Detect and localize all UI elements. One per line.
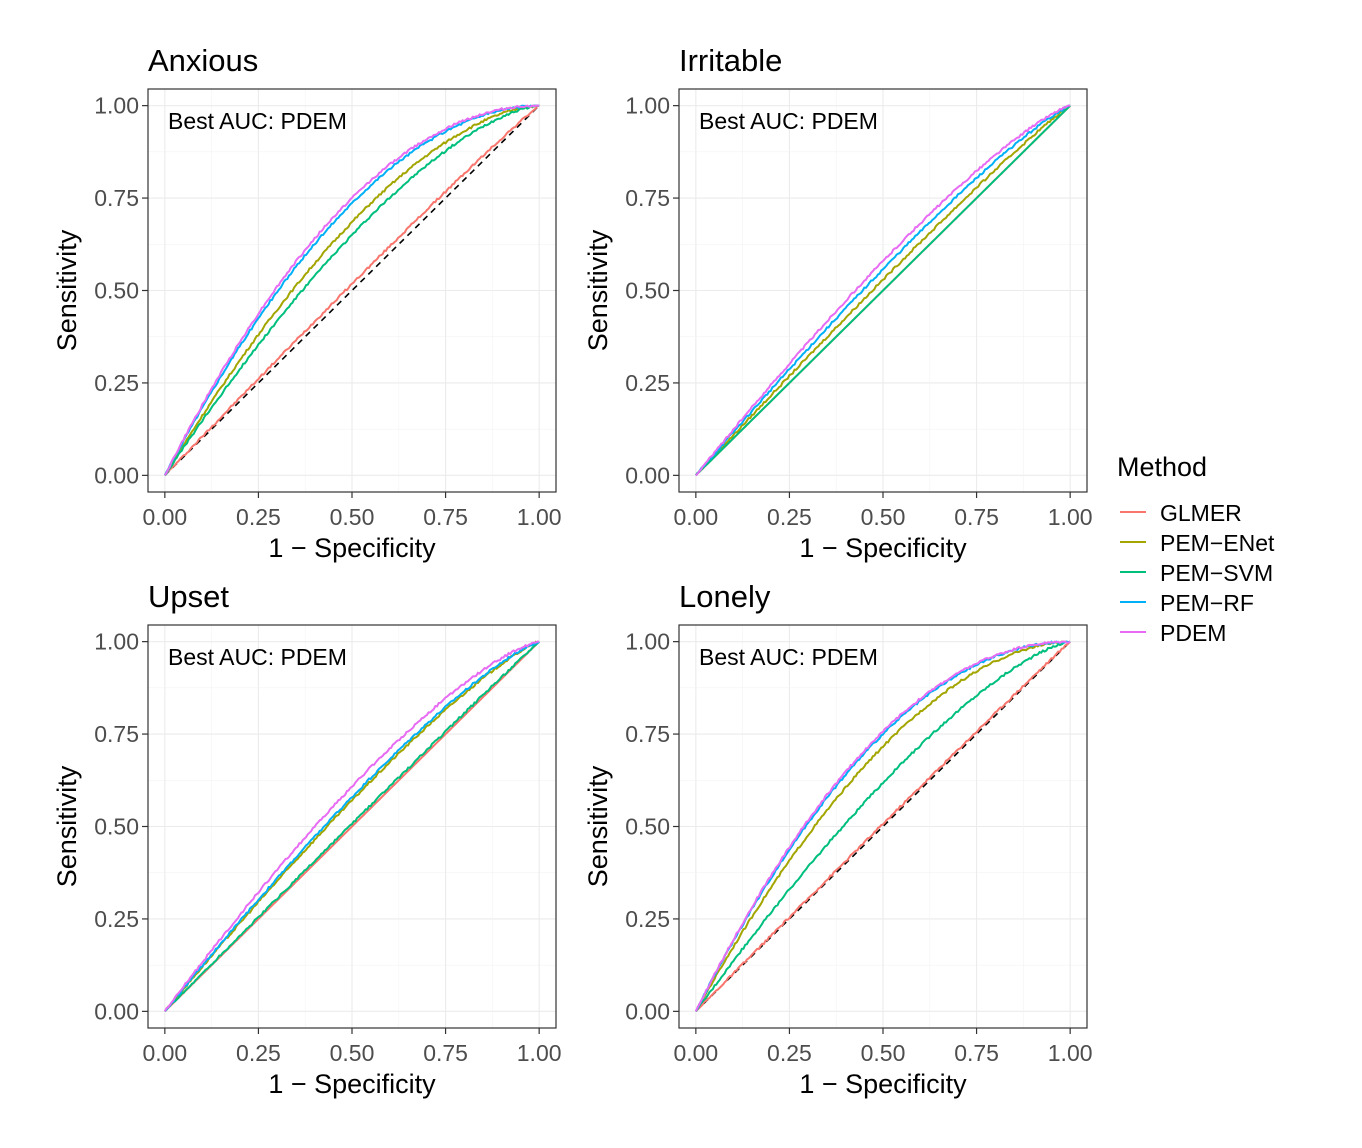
gridlines <box>679 625 1087 1028</box>
y-axis-label: Sensitivity <box>583 229 613 351</box>
legend-items: GLMER PEM−ENet PEM−SVM PEM−RF PDEM <box>1120 500 1275 646</box>
x-tick-label: 0.75 <box>954 504 999 530</box>
roc-line-pdem <box>164 104 540 476</box>
best-auc-annotation: Best AUC: PDEM <box>699 644 878 670</box>
panel-anxious: 0.000.00 0.25 0.25 0.50 0.50 0.75 0.75 1.00 1.00… <box>52 43 562 563</box>
y-tick-label: 0.00 <box>94 998 139 1024</box>
y-tick-label: 0.75 <box>625 721 670 747</box>
x-tick-label: 0.00 <box>142 1040 187 1066</box>
best-auc-annotation: Best AUC: PDEM <box>699 108 878 134</box>
roc-line-glmer <box>695 640 1071 1012</box>
roc-line-pdem <box>163 640 540 1012</box>
y-tick-label: 0.50 <box>94 278 139 304</box>
roc-line-pem-svm <box>695 104 1071 476</box>
y-axis-label: Sensitivity <box>52 765 82 887</box>
best-auc-annotation: Best AUC: PDEM <box>168 108 347 134</box>
roc-line-pem-rf <box>163 104 540 476</box>
y-tick-label: 0.75 <box>94 185 139 211</box>
x-tick-label: 0.25 <box>236 1040 281 1066</box>
roc-line-pdem <box>695 104 1071 477</box>
x-tick-label: 1.00 <box>517 504 562 530</box>
panel-irritable: 0.000.00 0.25 0.25 0.50 0.50 0.75 0.75 1.00 1.00… <box>583 43 1093 563</box>
x-tick-label: 0.00 <box>673 1040 718 1066</box>
x-tick-label: 0.00 <box>673 504 718 530</box>
y-tick-label: 0.25 <box>94 370 139 396</box>
roc-line-pem-rf <box>695 104 1071 477</box>
x-axis-label: 1 − Specificity <box>799 533 967 563</box>
x-tick-label: 1.00 <box>1048 504 1093 530</box>
y-tick-label: 0.25 <box>94 906 139 932</box>
y-tick-label: 0.00 <box>94 462 139 488</box>
x-tick-label: 0.50 <box>861 504 906 530</box>
roc-line-pem-svm <box>164 640 540 1012</box>
x-axis-label: 1 − Specificity <box>268 1069 436 1099</box>
roc-line-pdem <box>694 640 1071 1012</box>
legend-label-pem-svm: PEM−SVM <box>1160 560 1273 586</box>
x-tick-label: 0.25 <box>236 504 281 530</box>
y-tick-label: 0.50 <box>625 814 670 840</box>
x-tick-label: 1.00 <box>1048 1040 1093 1066</box>
legend: Method GLMER PEM−ENet PEM−SVM PEM−RF PDEM <box>1117 452 1275 646</box>
x-tick-label: 0.50 <box>861 1040 906 1066</box>
panel-title: Irritable <box>679 43 782 78</box>
y-tick-label: 0.00 <box>625 998 670 1024</box>
y-tick-label: 0.75 <box>625 185 670 211</box>
panel-upset: 0.000.00 0.25 0.25 0.50 0.50 0.75 0.75 1.00 1.00… <box>52 579 562 1099</box>
y-tick-label: 1.00 <box>94 93 139 119</box>
x-tick-label: 0.50 <box>330 504 375 530</box>
roc-line-pem-rf <box>164 640 540 1013</box>
x-tick-label: 0.00 <box>142 504 187 530</box>
y-tick-label: 0.25 <box>625 906 670 932</box>
y-tick-label: 0.00 <box>625 462 670 488</box>
roc-line-pem-svm <box>694 640 1071 1012</box>
y-tick-label: 1.00 <box>625 93 670 119</box>
roc-line-pem-enet <box>163 104 540 476</box>
legend-title: Method <box>1117 452 1207 482</box>
y-axis-label: Sensitivity <box>52 229 82 351</box>
y-tick-label: 1.00 <box>94 629 139 655</box>
gridlines <box>679 89 1087 492</box>
x-tick-label: 0.75 <box>954 1040 999 1066</box>
y-axis-label: Sensitivity <box>583 765 613 887</box>
x-tick-label: 1.00 <box>517 1040 562 1066</box>
y-tick-label: 1.00 <box>625 629 670 655</box>
x-tick-label: 0.25 <box>767 504 812 530</box>
y-tick-label: 0.50 <box>94 814 139 840</box>
x-tick-label: 0.75 <box>423 504 468 530</box>
x-tick-label: 0.75 <box>423 1040 468 1066</box>
panel-title: Upset <box>148 579 229 614</box>
panels: 0.000.000.250.250.500.500.750.751.001.00… <box>52 43 1093 1099</box>
x-axis-label: 1 − Specificity <box>268 533 436 563</box>
roc-line-pem-svm <box>164 104 540 477</box>
roc-line-pem-enet <box>695 104 1071 477</box>
roc-line-pem-enet <box>695 640 1071 1012</box>
legend-label-pdem: PDEM <box>1160 620 1226 646</box>
legend-label-glmer: GLMER <box>1160 500 1242 526</box>
panel-title: Lonely <box>679 579 771 614</box>
y-tick-label: 0.25 <box>625 370 670 396</box>
panel-title: Anxious <box>148 43 258 78</box>
legend-label-pem-rf: PEM−RF <box>1160 590 1254 616</box>
y-tick-label: 0.50 <box>625 278 670 304</box>
y-tick-label: 0.75 <box>94 721 139 747</box>
gridlines <box>148 89 556 492</box>
x-tick-label: 0.25 <box>767 1040 812 1066</box>
legend-label-pem-enet: PEM−ENet <box>1160 530 1275 556</box>
best-auc-annotation: Best AUC: PDEM <box>168 644 347 670</box>
roc-line-glmer <box>164 104 540 477</box>
panel-lonely: 0.000.00 0.25 0.25 0.50 0.50 0.75 0.75 1.00 1.00… <box>583 579 1093 1099</box>
x-tick-label: 0.50 <box>330 1040 375 1066</box>
x-axis-label: 1 − Specificity <box>799 1069 967 1099</box>
